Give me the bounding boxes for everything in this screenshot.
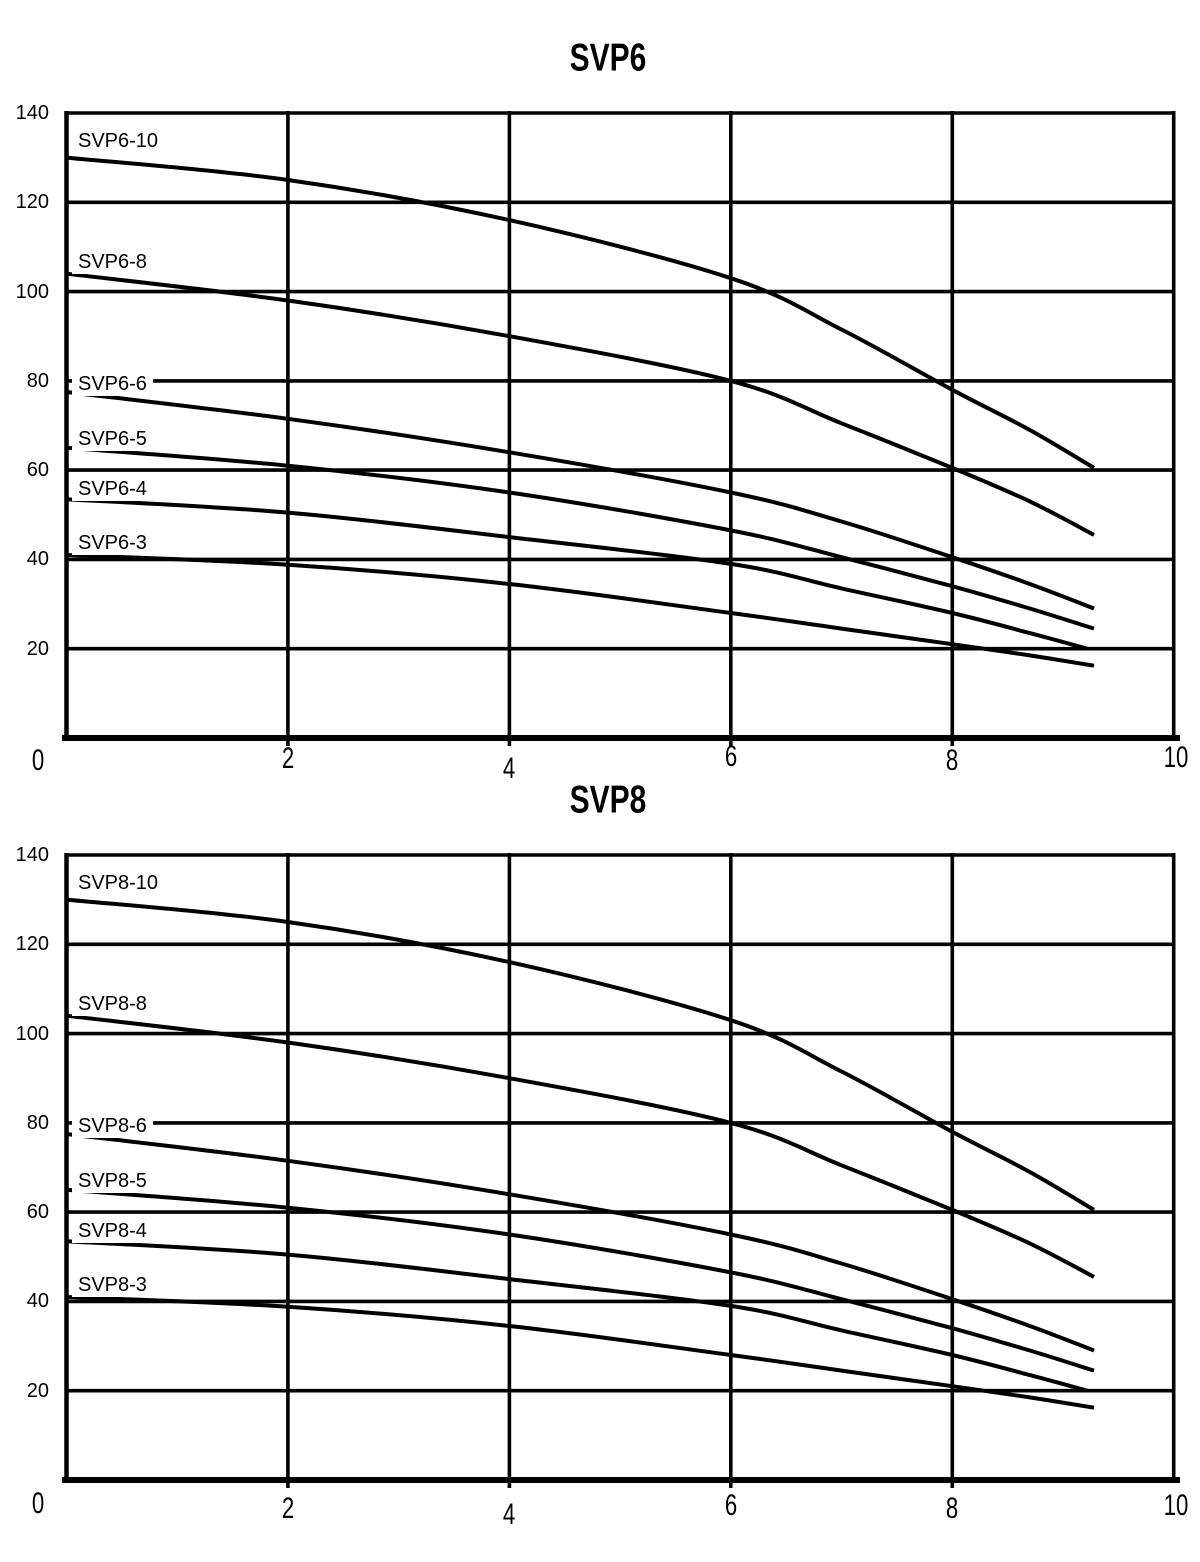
x-tick-label: 4 — [503, 752, 516, 785]
x-tick-label: 4 — [503, 1498, 516, 1531]
curve-SVP6-10 — [66, 155, 1096, 470]
curve-SVP6-5 — [66, 445, 1095, 631]
series-label-SVP6-6: SVP6-6 — [72, 371, 153, 396]
series-label-SVP8-10: SVP8-10 — [72, 871, 165, 896]
curve-SVP8-8 — [66, 1013, 1095, 1279]
series-label-SVP8-4: SVP8-4 — [72, 1219, 153, 1244]
series-label-SVP6-5: SVP6-5 — [72, 426, 153, 451]
y-tick-label: 60 — [26, 1201, 49, 1224]
x-tick-label: 8 — [946, 1492, 959, 1525]
y-tick-label: 140 — [15, 844, 49, 866]
series-label-SVP6-4: SVP6-4 — [72, 477, 153, 502]
series-label-SVP6-8: SVP6-8 — [72, 249, 153, 274]
y-tick-label: 120 — [15, 191, 49, 214]
curve-SVP8-5 — [66, 1187, 1095, 1373]
series-label-SVP6-3: SVP6-3 — [72, 531, 153, 555]
y-tick-label: 100 — [15, 280, 49, 303]
curve-SVP6-8 — [66, 271, 1095, 537]
x-tick-label: 0 — [31, 744, 45, 777]
y-tick-label: 40 — [26, 548, 49, 571]
curve-SVP6-4 — [66, 497, 1088, 651]
series-label-SVP6-10: SVP6-10 — [72, 129, 165, 154]
series-label-SVP8-6: SVP8-6 — [72, 1113, 153, 1138]
x-tick-label: 0 — [31, 1487, 45, 1520]
x-tick-label: 6 — [724, 1489, 737, 1522]
y-tick-label: 60 — [26, 459, 49, 482]
series-label-SVP8-3: SVP8-3 — [72, 1273, 153, 1297]
y-tick-label: 40 — [26, 1290, 49, 1313]
chart-title-svp6: SVP6 — [569, 36, 647, 80]
y-tick-label: 120 — [15, 933, 49, 956]
x-tick-label: 8 — [946, 744, 959, 777]
series-label-SVP8-8: SVP8-8 — [72, 991, 153, 1016]
y-tick-label: 20 — [26, 637, 49, 660]
x-tick-label: 10 — [1163, 1489, 1189, 1522]
curve-SVP6-3 — [66, 553, 1095, 668]
y-tick-label: 100 — [15, 1022, 49, 1045]
series-label-SVP8-5: SVP8-5 — [72, 1168, 153, 1193]
y-tick-label: 20 — [26, 1379, 49, 1402]
x-tick-label: 10 — [1163, 741, 1189, 774]
y-tick-label: 80 — [26, 369, 49, 392]
curve-SVP8-4 — [66, 1239, 1088, 1393]
curve-SVP8-3 — [66, 1295, 1095, 1410]
curve-SVP8-6 — [66, 1132, 1095, 1353]
curve-SVP6-6 — [66, 390, 1095, 611]
y-tick-label: 140 — [15, 102, 49, 124]
x-tick-label: 2 — [281, 1492, 295, 1525]
x-tick-label: 2 — [281, 742, 295, 775]
y-tick-label: 80 — [26, 1111, 49, 1134]
chart-title-svp8: SVP8 — [569, 778, 647, 822]
curve-SVP8-10 — [66, 897, 1096, 1212]
x-tick-label: 6 — [724, 740, 737, 773]
